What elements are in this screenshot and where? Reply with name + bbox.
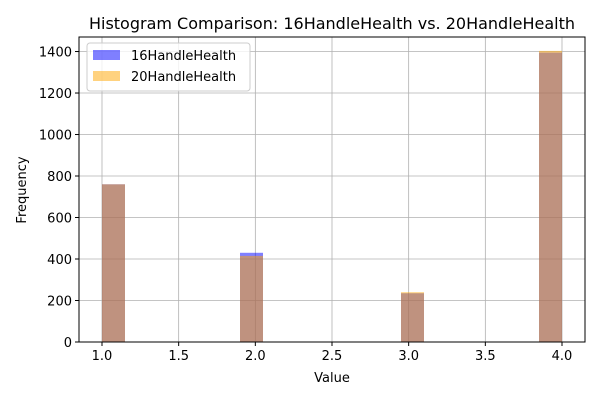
y-tick-label: 1200 — [39, 87, 72, 102]
x-tick-label: 3.0 — [398, 349, 419, 364]
x-tick-label: 3.5 — [475, 349, 496, 364]
y-axis-ticks: 0 200 400 600 800 1000 1200 1400 — [39, 46, 79, 351]
legend-box — [86, 42, 251, 92]
y-tick-label: 800 — [47, 170, 72, 185]
y-tick-label: 0 — [64, 336, 72, 351]
x-tick-label: 2.0 — [245, 349, 266, 364]
y-tick-label: 1400 — [39, 46, 72, 61]
x-tick-label: 1.0 — [92, 349, 113, 364]
y-tick-label: 200 — [47, 295, 72, 310]
legend: 16HandleHealth 20HandleHealth — [86, 42, 251, 92]
x-axis-label: Value — [314, 371, 350, 386]
histogram-bar-20HandleHealth-3 — [539, 50, 562, 342]
histogram-bar-20HandleHealth-0 — [102, 184, 125, 342]
y-tick-label: 400 — [47, 253, 72, 268]
y-tick-label: 1000 — [39, 129, 72, 144]
chart-title: Histogram Comparison: 16HandleHealth vs.… — [89, 14, 575, 33]
y-tick-label: 600 — [47, 212, 72, 227]
legend-swatch — [93, 71, 120, 81]
legend-swatch — [93, 50, 120, 60]
x-axis-ticks: 1.0 1.5 2.0 2.5 3.0 3.5 4.0 — [92, 342, 573, 364]
grid-lines — [79, 37, 585, 343]
legend-label: 20HandleHealth — [131, 70, 236, 85]
histogram-bar-20HandleHealth-2 — [401, 292, 424, 342]
x-tick-label: 4.0 — [552, 349, 573, 364]
y-axis-label: Frequency — [15, 156, 30, 223]
legend-label: 16HandleHealth — [131, 49, 236, 64]
x-tick-label: 2.5 — [322, 349, 343, 364]
x-tick-label: 1.5 — [168, 349, 189, 364]
bars — [102, 50, 562, 343]
histogram-bar-20HandleHealth-1 — [240, 255, 263, 342]
